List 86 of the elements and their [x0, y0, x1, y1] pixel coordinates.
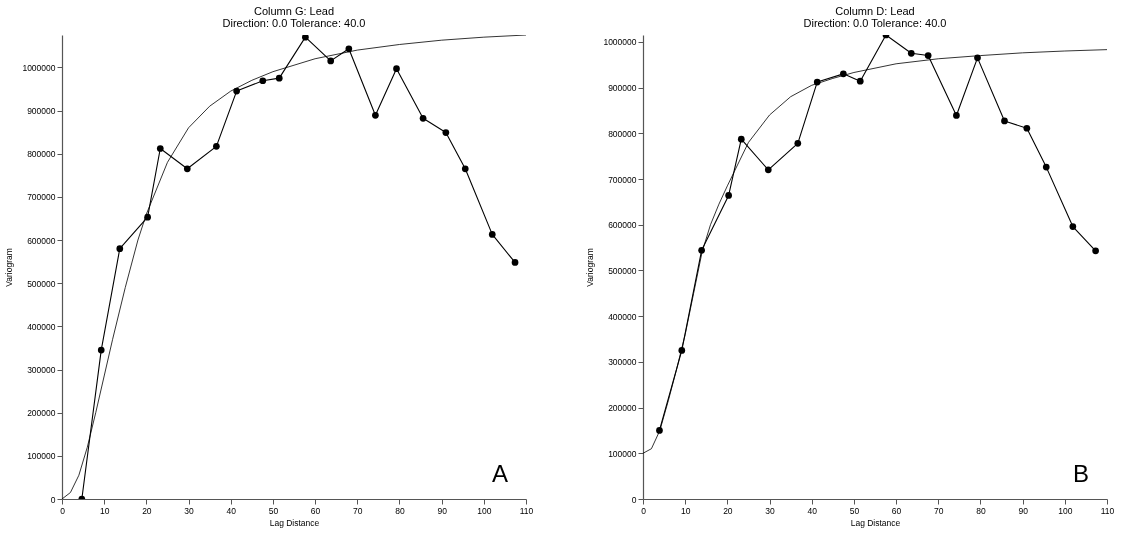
y-axis-title: Variogram [585, 248, 596, 287]
y-tick-label: 100000 [608, 448, 637, 459]
x-tick-label: 20 [142, 505, 152, 516]
y-tick-label: 600000 [608, 220, 637, 231]
point [327, 57, 335, 65]
point [259, 77, 267, 85]
y-tick-label: 500000 [27, 278, 56, 289]
point [442, 129, 450, 136]
y-tick-label: 800000 [608, 128, 637, 139]
annotation: A [491, 460, 508, 487]
point [372, 111, 379, 119]
chart-subtitle: Direction: 0.0 Tolerance: 40.0 [803, 17, 947, 29]
y-tick-label: 300000 [608, 357, 637, 368]
point [511, 259, 519, 266]
x-tick-label: 20 [723, 505, 733, 516]
point [183, 165, 191, 173]
point [953, 112, 960, 119]
chart-title: Column D: Lead [835, 5, 915, 17]
y-tick-label: 100000 [27, 451, 56, 462]
x-tick-label: 90 [1018, 505, 1029, 516]
x-tick-label: 30 [184, 505, 195, 516]
x-tick-label: 0 [60, 505, 66, 516]
x-tick-label: 70 [934, 505, 944, 516]
y-tick-label: 0 [50, 494, 56, 505]
x-tick-label: 110 [519, 505, 534, 516]
y-tick-label: 900000 [27, 106, 56, 117]
x-axis-title: Lag Distance [269, 518, 320, 528]
x-tick-label: 50 [268, 505, 279, 516]
x-tick-label: 100 [1058, 505, 1073, 516]
point [1069, 223, 1077, 230]
y-tick-label: 700000 [27, 192, 56, 203]
point [213, 143, 220, 150]
point [1092, 247, 1099, 255]
x-tick-label: 80 [395, 505, 405, 516]
y-tick-label: 200000 [608, 403, 637, 414]
y-tick-label: 1000000 [603, 37, 637, 48]
point [924, 52, 932, 59]
y-tick-label: 400000 [608, 311, 637, 322]
x-tick-label: 60 [310, 505, 321, 516]
point [393, 65, 400, 73]
x-tick-label: 40 [807, 505, 818, 516]
point [488, 231, 496, 238]
point [302, 35, 309, 41]
x-tick-label: 110 [1100, 505, 1115, 516]
x-tick-label: 50 [849, 505, 860, 516]
x-tick-label: 40 [226, 505, 237, 516]
y-tick-label: 800000 [27, 149, 56, 160]
point [907, 49, 915, 57]
x-tick-label: 10 [680, 505, 691, 516]
y-tick-label: 300000 [27, 365, 56, 376]
x-tick-label: 100 [477, 505, 492, 516]
point [233, 87, 240, 95]
x-axis-title: Lag Distance [850, 518, 901, 528]
point [1042, 163, 1050, 171]
y-tick-label: 400000 [27, 321, 56, 332]
point [97, 346, 105, 354]
x-tick-label: 70 [353, 505, 363, 516]
chart-subtitle: Direction: 0.0 Tolerance: 40.0 [222, 17, 366, 29]
y-tick-label: 700000 [608, 174, 637, 185]
x-tick-label: 0 [641, 505, 647, 516]
point [1023, 124, 1031, 132]
x-tick-label: 30 [765, 505, 776, 516]
annotation: B [1072, 460, 1089, 487]
point [275, 74, 283, 82]
point [1001, 117, 1008, 125]
point [725, 192, 732, 199]
y-tick-label: 1000000 [22, 62, 56, 73]
x-tick-label: 90 [437, 505, 448, 516]
y-axis-title: Variogram [4, 248, 15, 287]
y-tick-label: 200000 [27, 408, 56, 419]
point [461, 165, 469, 173]
y-tick-label: 500000 [608, 265, 637, 276]
point [764, 166, 772, 174]
chart-title: Column G: Lead [253, 5, 335, 17]
x-tick-label: 10 [99, 505, 110, 516]
point [156, 145, 164, 152]
x-tick-label: 60 [891, 505, 902, 516]
y-tick-label: 600000 [27, 235, 56, 246]
point [419, 114, 427, 122]
point [856, 77, 864, 85]
y-tick-label: 0 [631, 494, 637, 505]
point [794, 140, 802, 147]
x-tick-label: 80 [976, 505, 986, 516]
point [116, 245, 124, 252]
y-tick-label: 900000 [608, 83, 637, 94]
point [737, 135, 745, 143]
